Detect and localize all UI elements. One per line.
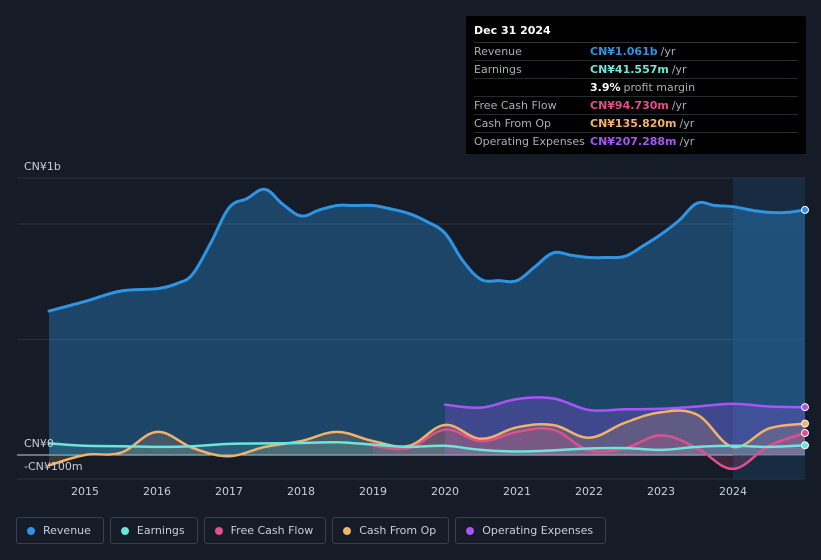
tooltip-row: 3.9% profit margin xyxy=(474,79,798,97)
tooltip-row-unit: profit margin xyxy=(623,81,696,94)
cash-from-op-line xyxy=(47,409,807,467)
cash-from-op-end-marker xyxy=(801,419,809,428)
x-tick-label-2015: 2015 xyxy=(71,485,99,498)
x-tick-label-2023: 2023 xyxy=(647,485,675,498)
tooltip-row-unit: /yr xyxy=(671,99,687,112)
series-endpoints xyxy=(801,205,809,450)
tooltip-row-value: CN¥135.820m xyxy=(590,117,677,130)
tooltip-row-value: CN¥1.061b xyxy=(590,45,658,58)
tooltip-row-label: Earnings xyxy=(474,63,522,76)
earnings-end-marker xyxy=(801,441,809,450)
legend-label: Cash From Op xyxy=(359,524,437,537)
legend-label: Operating Expenses xyxy=(482,524,594,537)
x-tick-label-2020: 2020 xyxy=(431,485,459,498)
tooltip-row: Earnings CN¥41.557m/yr xyxy=(474,61,798,79)
revenue-line xyxy=(47,187,807,313)
operating-expenses-line xyxy=(443,396,807,412)
tooltip-row: Cash From Op CN¥135.820m/yr xyxy=(474,115,798,133)
revenue-area xyxy=(49,189,805,455)
legend-label: Earnings xyxy=(136,524,185,537)
legend-item-operating-expenses[interactable]: Operating Expenses xyxy=(455,517,607,544)
free-cash-flow-end-marker xyxy=(801,429,809,438)
tooltip-row-label: Free Cash Flow xyxy=(474,99,557,112)
tooltip-row: Operating Expenses CN¥207.288m/yr xyxy=(474,133,798,150)
tooltip-row-label: Operating Expenses xyxy=(474,135,585,148)
tooltip-rows: Revenue CN¥1.061b/yr Earnings CN¥41.557m/yr… xyxy=(474,43,798,150)
series-areas xyxy=(49,189,805,469)
x-tick-label-2017: 2017 xyxy=(215,485,243,498)
tooltip-row-unit: /yr xyxy=(660,45,676,58)
legend: Revenue Earnings Free Cash Flow Cash From O… xyxy=(16,517,612,546)
y-tick-label-zero: CN¥0 xyxy=(24,437,54,450)
legend-dot-icon xyxy=(214,526,223,535)
tooltip-row-unit: /yr xyxy=(679,117,695,130)
tooltip-row-label: Revenue xyxy=(474,45,522,58)
x-tick-label-2018: 2018 xyxy=(287,485,315,498)
x-tick-label-2016: 2016 xyxy=(143,485,171,498)
tooltip-row: Revenue CN¥1.061b/yr xyxy=(474,43,798,61)
tooltip-panel: Dec 31 2024 Revenue CN¥1.061b/yr Earnings C… xyxy=(466,16,806,154)
tooltip-row-value: CN¥94.730m xyxy=(590,99,669,112)
legend-label: Free Cash Flow xyxy=(230,524,314,537)
free-cash-flow-area xyxy=(373,428,805,469)
operating-expenses-end-marker xyxy=(801,403,809,412)
revenue-end-marker xyxy=(801,205,809,214)
tooltip-row-value: CN¥207.288m xyxy=(590,135,677,148)
x-axis-ticks: 2015 2016 2017 2018 2019 2020 2021 2022 2023 2024 xyxy=(71,485,747,498)
series-lines xyxy=(47,187,807,471)
y-tick-label-top: CN¥1b xyxy=(24,160,61,173)
legend-dot-icon xyxy=(466,526,475,535)
x-tick-label-2024: 2024 xyxy=(719,485,747,498)
legend-dot-icon xyxy=(343,526,352,535)
x-tick-label-2019: 2019 xyxy=(359,485,387,498)
tooltip-row-unit: /yr xyxy=(679,135,695,148)
operating-expenses-area xyxy=(445,397,805,455)
tooltip-row: Free Cash Flow CN¥94.730m/yr xyxy=(474,97,798,115)
earnings-line xyxy=(47,440,807,453)
legend-item-cash-from-op[interactable]: Cash From Op xyxy=(332,517,450,544)
free-cash-flow-line xyxy=(371,427,807,471)
legend-item-earnings[interactable]: Earnings xyxy=(109,517,198,544)
legend-item-free-cash-flow[interactable]: Free Cash Flow xyxy=(203,517,327,544)
legend-dot-icon xyxy=(27,526,35,535)
y-tick-label-neg: -CN¥100m xyxy=(24,460,83,473)
legend-label: Revenue xyxy=(43,524,91,537)
tooltip-row-value: 3.9% xyxy=(590,81,621,94)
legend-dot-icon xyxy=(120,526,129,535)
tooltip-row-unit: /yr xyxy=(671,63,687,76)
tooltip-row-label: Cash From Op xyxy=(474,117,552,130)
legend-item-revenue[interactable]: Revenue xyxy=(16,517,104,544)
earnings-area xyxy=(49,442,805,455)
x-tick-label-2022: 2022 xyxy=(575,485,603,498)
tooltip-date: Dec 31 2024 xyxy=(474,24,798,43)
tooltip-row-value: CN¥41.557m xyxy=(590,63,669,76)
x-tick-label-2021: 2021 xyxy=(503,485,531,498)
